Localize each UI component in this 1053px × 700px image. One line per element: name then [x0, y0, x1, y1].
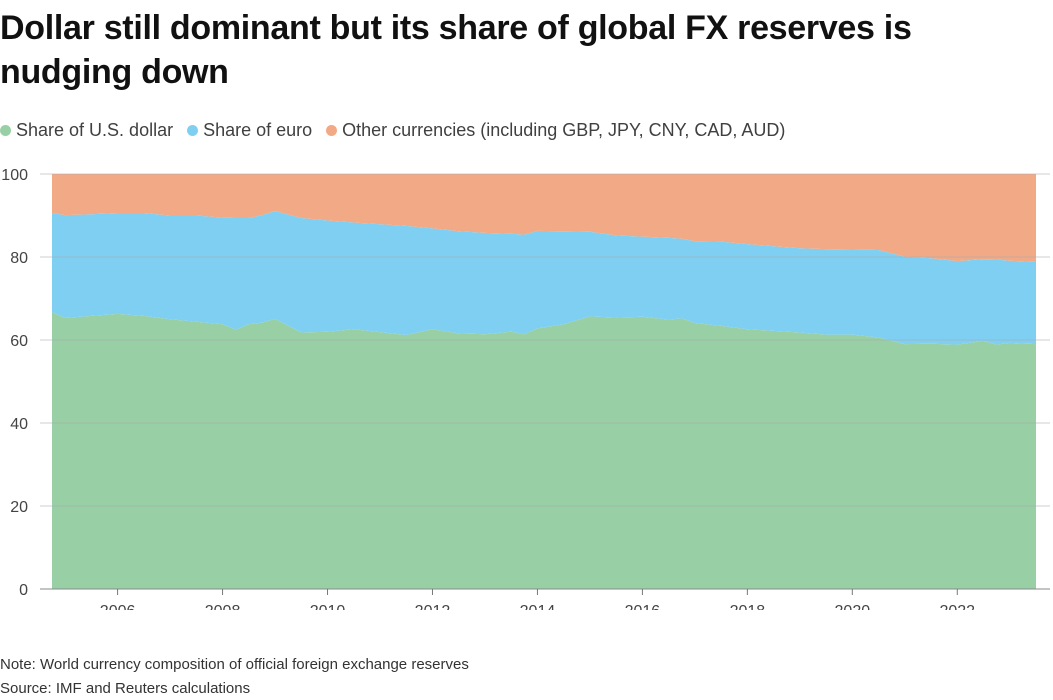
- y-tick-label-80: 80: [10, 250, 28, 267]
- x-tick-label-2020: 2020: [835, 603, 871, 610]
- chart-note: Note: World currency composition of offi…: [0, 656, 469, 673]
- legend-swatch-other: [326, 125, 338, 136]
- legend-swatch-dollar: [0, 125, 11, 136]
- legend-swatch-euro: [187, 125, 199, 136]
- stacked-area-chart: 0 20 40 60 80 100 2006 2008 2010 2012 2014 2016 2018…: [1, 167, 1050, 610]
- y-tick-label-60: 60: [10, 333, 28, 350]
- x-tick-label-2010: 2010: [310, 603, 346, 610]
- legend-item-dollar: Share of U.S. dollar: [0, 120, 173, 141]
- legend-label-other: Other currencies (including GBP, JPY, CN…: [342, 120, 786, 140]
- area-series-3: [52, 174, 1036, 262]
- x-tick-label-2006: 2006: [100, 603, 136, 610]
- legend-label-dollar: Share of U.S. dollar: [16, 120, 174, 140]
- x-tick-label-2018: 2018: [730, 603, 766, 610]
- legend-label-euro: Share of euro: [203, 120, 313, 140]
- legend-item-other: Other currencies (including GBP, JPY, CN…: [326, 120, 785, 141]
- x-tick-label-2022: 2022: [939, 603, 975, 610]
- chart-title: Dollar still dominant but its share of g…: [0, 9, 912, 91]
- legend: Share of U.S. dollar Share of euro Other…: [0, 120, 799, 141]
- y-tick-label-40: 40: [10, 416, 28, 433]
- y-tick-label-20: 20: [10, 499, 28, 516]
- legend-item-euro: Share of euro: [187, 120, 312, 141]
- x-tick-label-2014: 2014: [520, 603, 556, 610]
- area-series-2: [52, 210, 1036, 345]
- x-tick-label-2008: 2008: [205, 603, 241, 610]
- x-tick-label-2012: 2012: [415, 603, 451, 610]
- y-tick-label-100: 100: [1, 167, 28, 184]
- chart-source: Source: IMF and Reuters calculations: [0, 680, 251, 697]
- x-tick-label-2016: 2016: [625, 603, 661, 610]
- y-tick-label-0: 0: [19, 582, 28, 599]
- area-series-1: [52, 312, 1036, 589]
